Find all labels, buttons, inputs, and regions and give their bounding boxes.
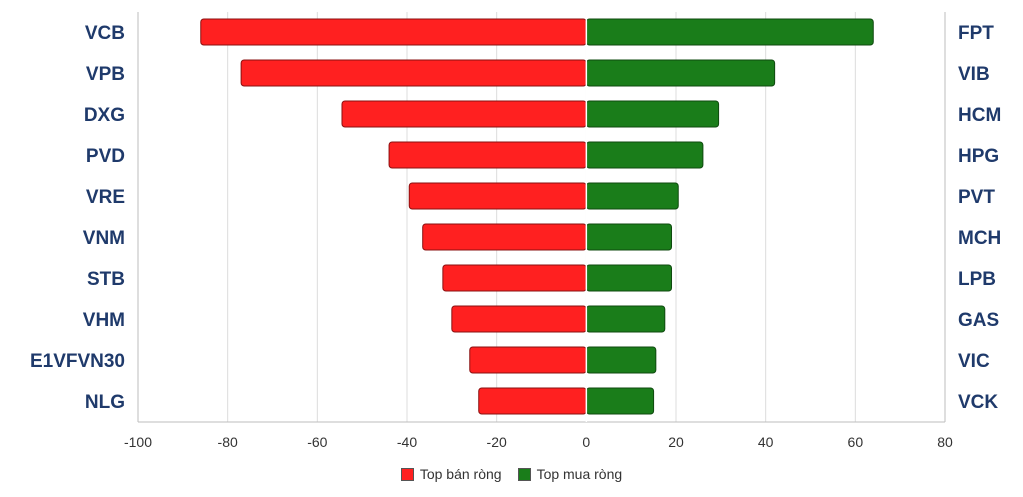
category-label-sell: PVD [86,146,125,167]
legend: Top bán ròng Top mua ròng [0,466,1023,482]
category-label-buy: HCM [958,105,1001,126]
legend-item-buy[interactable]: Top mua ròng [517,466,623,482]
bar-sell [408,182,587,210]
legend-item-sell[interactable]: Top bán ròng [400,466,502,482]
bar-sell [388,141,587,169]
category-label-buy: HPG [958,146,999,167]
legend-swatch-buy [517,467,531,481]
category-label-sell: VRE [86,187,125,208]
bar-buy [585,59,776,87]
legend-swatch-sell [400,467,414,481]
x-tick-label: -80 [218,434,238,450]
x-tick-label: 20 [668,434,684,450]
x-tick-label: -40 [397,434,417,450]
category-label-sell: STB [87,269,125,290]
category-label-sell: DXG [84,105,125,126]
category-label-sell: E1VFVN30 [30,351,125,372]
bar-buy [585,141,704,169]
bar-buy [585,346,657,374]
x-tick-label: -100 [124,434,152,450]
bar-sell [422,223,587,251]
category-label-buy: VIC [958,351,990,372]
x-tick-label: 80 [937,434,953,450]
bars-layer [200,12,874,422]
bar-sell [469,346,587,374]
category-label-buy: GAS [958,310,999,331]
bar-sell [341,100,587,128]
bar-buy [585,264,673,292]
x-tick-label: -20 [487,434,507,450]
bar-sell [451,305,587,333]
bar-sell [478,387,587,415]
category-label-buy: VCK [958,392,998,413]
category-label-buy: VIB [958,64,990,85]
legend-label-sell: Top bán ròng [419,466,502,482]
bar-buy [585,387,655,415]
legend-label-buy: Top mua ròng [536,466,623,482]
bar-buy [585,182,679,210]
x-tick-label: -60 [307,434,327,450]
x-tick-label: 0 [582,434,590,450]
bar-sell [442,264,587,292]
category-label-buy: FPT [958,23,994,44]
category-label-sell: VHM [83,310,125,331]
category-label-buy: PVT [958,187,995,208]
category-label-sell: VNM [83,228,125,249]
bar-buy [585,18,874,46]
category-label-sell: VPB [86,64,125,85]
category-label-buy: LPB [958,269,996,290]
bar-buy [585,305,666,333]
bar-buy [585,223,673,251]
category-label-sell: VCB [85,23,125,44]
category-label-buy: MCH [958,228,1001,249]
labels-layer: -100 -80 -60 -40 -20 0 20 40 60 80 VCB VPB DXG PVD VRE… [30,23,1001,450]
category-label-sell: NLG [85,392,125,413]
x-tick-label: 40 [758,434,774,450]
bar-sell [240,59,587,87]
bar-buy [585,100,720,128]
bar-sell [200,18,587,46]
x-tick-label: 60 [848,434,864,450]
